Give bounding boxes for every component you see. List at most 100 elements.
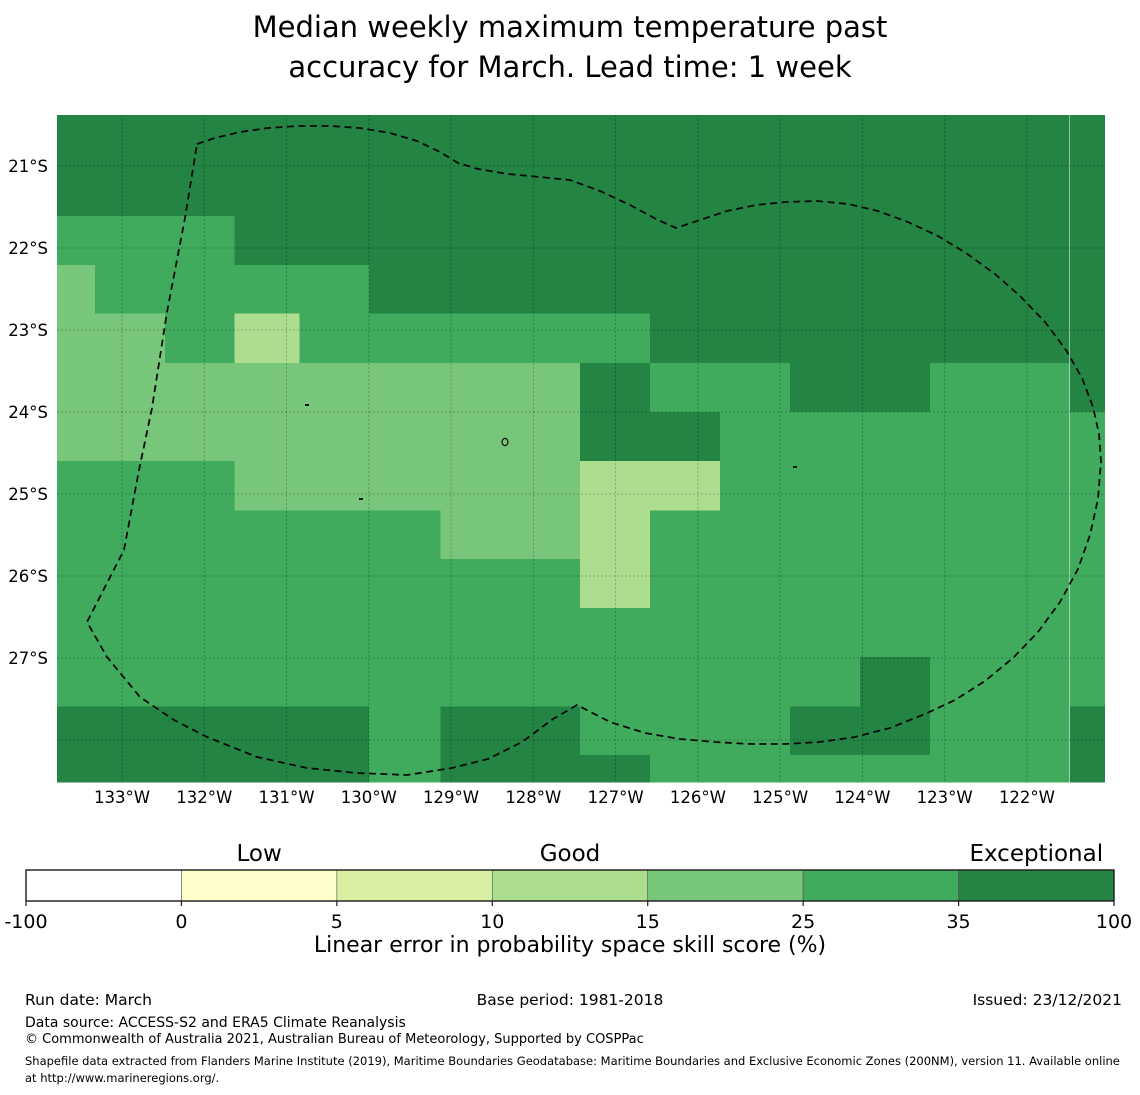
heatmap-cell	[368, 558, 441, 608]
map-gridlines	[57, 115, 1106, 783]
heatmap-cell	[860, 657, 930, 707]
heatmap-cell	[720, 657, 790, 707]
colorbar-axis-label: Linear error in probability space skill …	[314, 933, 826, 958]
heatmap-cell	[299, 510, 369, 559]
heatmap-cell	[999, 115, 1070, 167]
heatmap-cell	[368, 706, 441, 755]
heatmap-cell	[94, 362, 165, 412]
y-tick-label: 23°S	[8, 321, 48, 340]
heatmap-cell	[94, 558, 165, 608]
heatmap-cell	[440, 657, 511, 707]
heatmap-cell	[510, 362, 581, 412]
colorbar-segment	[647, 869, 804, 902]
island-marker	[793, 466, 797, 468]
x-tick-label: 123°W	[917, 788, 973, 807]
heatmap-cell	[790, 754, 860, 783]
heatmap-cell	[790, 115, 860, 167]
heatmap-cell	[164, 706, 235, 755]
footer-run-date: Run date: March	[25, 991, 152, 1009]
heatmap-cell	[234, 412, 300, 462]
heatmap-cell	[860, 362, 930, 412]
heatmap-cell	[720, 362, 790, 412]
heatmap-cell	[57, 166, 95, 216]
heatmap-cell	[368, 412, 441, 462]
heatmap-cell	[720, 558, 790, 608]
heatmap-cell	[94, 706, 165, 755]
heatmap-cell	[860, 558, 930, 608]
heatmap-cell	[860, 265, 930, 314]
heatmap-cell	[164, 166, 235, 216]
heatmap-cell	[720, 265, 790, 314]
heatmap-cell	[650, 608, 721, 658]
heatmap-cell	[929, 608, 1000, 658]
heatmap-cell	[580, 115, 651, 167]
chart-title: Median weekly maximum temperature past a…	[0, 7, 1140, 87]
heatmap-cell	[790, 412, 860, 462]
colorbar-segment	[25, 869, 182, 902]
heatmap-cell	[929, 166, 1000, 216]
heatmap-cell	[234, 216, 300, 266]
heatmap-cell	[440, 362, 511, 412]
heatmap-cell	[929, 313, 1000, 363]
heatmap-cell	[999, 461, 1070, 511]
heatmap-cell	[164, 510, 235, 559]
heatmap-cell	[368, 754, 441, 783]
heatmap-cell	[510, 115, 581, 167]
heatmap-cell	[440, 313, 511, 363]
heatmap-cell	[720, 461, 790, 511]
y-axis-tick-labels: 21°S 22°S 23°S 24°S 25°S 26°S 27°S	[8, 157, 48, 668]
heatmap-cell	[164, 115, 235, 167]
heatmap-cell	[1069, 608, 1106, 658]
heatmap-cell	[234, 706, 300, 755]
heatmap-cell	[368, 657, 441, 707]
heatmap-cell	[234, 510, 300, 559]
heatmap-cell	[860, 216, 930, 266]
heatmap-cell	[440, 412, 511, 462]
heatmap-cell	[94, 657, 165, 707]
heatmap-cell	[94, 216, 165, 266]
heatmap-cell	[164, 265, 235, 314]
heatmap-cell	[368, 461, 441, 511]
heatmap-cell	[164, 412, 235, 462]
heatmap-cell	[790, 510, 860, 559]
heatmap-cell	[650, 754, 721, 783]
heatmap-cell	[510, 754, 581, 783]
heatmap-cell	[999, 216, 1070, 266]
heatmap-cell	[720, 166, 790, 216]
x-tick-label: 131°W	[259, 788, 315, 807]
x-tick-label: 129°W	[423, 788, 479, 807]
heatmap-cell	[1069, 510, 1106, 559]
heatmap-cell	[234, 657, 300, 707]
heatmap-cell	[510, 657, 581, 707]
heatmap-cell	[650, 166, 721, 216]
heatmap-cell	[999, 313, 1070, 363]
heatmap-cell	[650, 706, 721, 755]
colorbar-segment	[491, 869, 649, 902]
heatmap-cell	[368, 362, 441, 412]
heatmap-cell	[57, 461, 95, 511]
heatmap-cell	[94, 115, 165, 167]
heatmap-cell	[860, 166, 930, 216]
heatmap-cell	[790, 657, 860, 707]
heatmap-cell	[999, 754, 1070, 783]
heatmap-cell	[790, 706, 860, 755]
heatmap-cell	[790, 362, 860, 412]
heatmap-cell	[299, 558, 369, 608]
heatmap-cell	[650, 362, 721, 412]
heatmap-cell	[860, 313, 930, 363]
heatmap-cell	[440, 166, 511, 216]
heatmap-cell	[860, 510, 930, 559]
heatmap-cell	[1069, 216, 1106, 266]
heatmap-cell	[234, 558, 300, 608]
heatmap-cell	[650, 558, 721, 608]
heatmap-cell	[580, 166, 651, 216]
heatmap-cell	[440, 558, 511, 608]
heatmap-cell	[720, 313, 790, 363]
heatmap-cell	[790, 313, 860, 363]
colorbar-segment	[802, 869, 959, 902]
heatmap-cell	[368, 510, 441, 559]
heatmap-cell	[1069, 265, 1106, 314]
heatmap-cell	[440, 706, 511, 755]
heatmap-cell	[510, 265, 581, 314]
x-tick-label: 128°W	[505, 788, 561, 807]
